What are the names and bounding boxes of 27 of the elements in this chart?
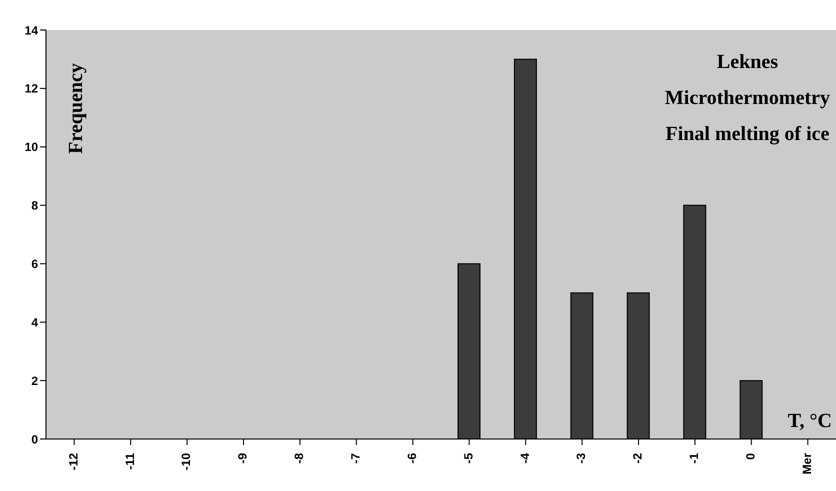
y-tick-label: 4 [31,315,38,330]
x-tick-label: -3 [574,452,588,464]
x-tick-label: 0 [744,452,758,460]
y-tick-label: 6 [31,256,38,271]
x-tick-label: -4 [518,452,532,464]
x-tick-label: -2 [630,452,645,464]
x-tick-label: -10 [179,452,194,470]
y-tick-label: 10 [24,140,38,154]
text: Microthermometry [664,86,830,111]
text: Leknes [716,50,779,75]
y-tick-label: 12 [24,82,38,96]
x-tick-label: -7 [348,452,363,464]
y-axis-title: Frequency [64,62,88,154]
y-tick-label: 8 [31,198,38,213]
x-tick-label: -11 [122,452,137,470]
y-tick-label: 2 [31,374,38,388]
y-tick-label: 0 [31,432,38,446]
x-tick-label: -9 [236,452,250,464]
x-tick-label: -1 [687,452,702,464]
x-tick-label: -12 [66,452,80,470]
x-tick-label: -6 [404,452,419,464]
y-tick-label: 14 [24,23,38,38]
x-tick-label: Mer [800,452,814,474]
x-axis-title: T, °C [788,410,832,433]
x-tick-label: -5 [461,452,476,464]
x-tick-label: -8 [292,452,306,464]
annotation: Final melting of ice [664,122,830,147]
